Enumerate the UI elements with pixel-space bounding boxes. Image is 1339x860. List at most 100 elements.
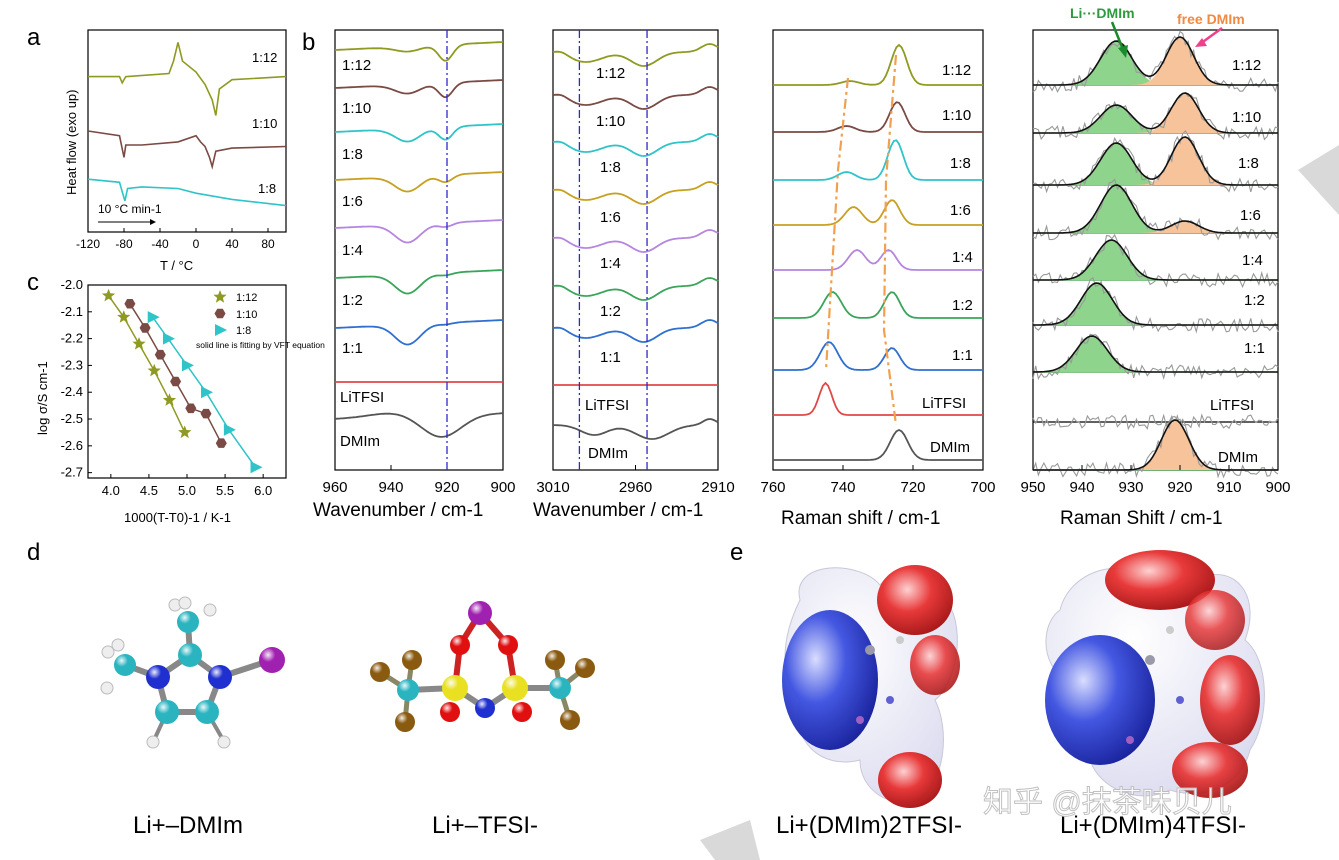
panel-b4-label: LiTFSI <box>1210 397 1254 414</box>
panel-b4-raw-data <box>1032 233 1279 289</box>
panel-b2-label: 1:6 <box>600 209 621 226</box>
panel-b3-curve-1-8 <box>773 139 983 181</box>
panel-c-legend-marker <box>213 290 227 303</box>
panel-b4-bound-area <box>1033 143 1278 185</box>
panel-c-point <box>132 337 146 350</box>
panel-b4-raw-data <box>1032 178 1279 241</box>
panel-b2-curve-1-4 <box>552 229 719 253</box>
panel-c-point <box>223 423 236 436</box>
panel-a-xtick-label: 0 <box>193 237 200 251</box>
panel-b3-xtick-label: 760 <box>760 479 785 496</box>
panel-b4-raw-data <box>1032 413 1279 431</box>
panel-c-point <box>162 393 177 406</box>
panel-b4-fit-envelope <box>1033 239 1278 281</box>
panel-b3-xtick-label: 700 <box>970 479 995 496</box>
panel-a-curve-1-12 <box>88 42 287 116</box>
panel-b1-ir-920: 1:12 1:10 1:8 1:6 1:4 1:2 1:1 LiTFSI DMIm 960 940… <box>313 29 516 521</box>
panel-a-xtick-label: 40 <box>225 237 239 251</box>
panel-b2-curve-1-12 <box>552 43 719 67</box>
panel-b3-label: 1:12 <box>942 62 971 79</box>
panel-b3-raman: 1:12 1:10 1:8 1:6 1:4 1:2 1:1 LiTFSI DMIm 760 740… <box>760 29 996 529</box>
panel-b4-bound-area <box>1033 336 1278 372</box>
panel-b1-curve-1-1 <box>334 319 504 346</box>
panel-a-label-1-12: 1:12 <box>252 50 277 65</box>
panel-letter-b: b <box>302 29 315 56</box>
panel-b2-curve-1-2 <box>552 277 719 301</box>
caption-li-dmim2-tfsi: Li+(DMIm)2TFSI- <box>776 812 962 839</box>
panel-b4-raw-data <box>1032 30 1279 93</box>
panel-b1-label: LiTFSI <box>340 389 384 406</box>
panel-b2-xlabel: Wavenumber / cm-1 <box>533 500 703 521</box>
panel-b4-fit-envelope <box>1033 136 1278 186</box>
panel-b4-xtick-label: 920 <box>1167 479 1192 496</box>
panel-b3-label: 1:4 <box>952 249 973 266</box>
panel-b4-xtick-label: 900 <box>1265 479 1290 496</box>
panel-c-xtick-label: 5.0 <box>178 483 196 498</box>
panel-b1-label: 1:12 <box>342 57 371 74</box>
panel-b2-label: 1:2 <box>600 303 621 320</box>
panel-b1-curve-1-6 <box>334 171 504 193</box>
decorative-arrow-bottom <box>700 820 760 860</box>
panel-letter-c: c <box>27 269 39 296</box>
panel-b2-xtick-label: 2910 <box>701 479 734 496</box>
panel-c-point <box>178 425 192 439</box>
panel-a-xlabel: T / °C <box>160 258 193 273</box>
panel-b1-curve-1-12 <box>334 41 504 62</box>
panel-b2-label: 1:10 <box>596 113 625 130</box>
watermark-text: 知乎 @抹茶味贝儿 <box>983 786 1232 819</box>
panel-b1-label: 1:2 <box>342 292 363 309</box>
panel-b4-label: DMIm <box>1218 449 1258 466</box>
panel-b3-frame <box>772 29 984 471</box>
panel-b4-label: 1:6 <box>1240 207 1261 224</box>
panel-b3-label: 1:10 <box>942 107 971 124</box>
panel-c-point <box>215 438 227 448</box>
panel-a-rate-annotation: 10 °C min-1 <box>98 202 162 216</box>
panel-b2-label: 1:4 <box>600 255 621 272</box>
panel-b4-label: 1:4 <box>1242 252 1263 269</box>
panel-b3-xticks: 760 740 720 700 <box>760 54 996 496</box>
panel-b3-labels: 1:12 1:10 1:8 1:6 1:4 1:2 1:1 LiTFSI DMIm <box>922 62 973 456</box>
panel-c-legend-1-12: 1:12 <box>236 292 257 304</box>
panel-a-xtick-label: -120 <box>76 237 100 251</box>
panel-b4-free-area <box>1033 420 1278 470</box>
panel-b4-xtick-label: 940 <box>1069 479 1094 496</box>
panel-b1-xtick-label: 960 <box>322 479 347 496</box>
panel-b4-fit-envelope <box>1033 36 1278 86</box>
panel-b2-label: 1:12 <box>596 65 625 82</box>
panel-b2-curve-1-8 <box>552 133 719 157</box>
panel-b3-label: 1:2 <box>952 297 973 314</box>
panel-b2-label: 1:1 <box>600 349 621 366</box>
panel-b4-xtick-label: 930 <box>1118 479 1143 496</box>
panel-b4-label: 1:1 <box>1244 340 1265 357</box>
panel-a-xtick-label: -40 <box>151 237 169 251</box>
molecule-li-dmim <box>100 596 285 749</box>
panel-b4-label: 1:10 <box>1232 109 1261 126</box>
panel-b1-frame <box>334 29 504 471</box>
panel-b3-curves <box>773 43 983 461</box>
panel-c-xlabel: 1000(T-T0)-1 / K-1 <box>124 510 231 525</box>
panel-c-point <box>200 408 212 419</box>
panel-b1-curve-1-4 <box>334 219 504 244</box>
panel-a-curve-1-8 <box>87 178 287 207</box>
panel-d-molecules: Li+–DMIm Li+–TFSI- <box>100 596 595 839</box>
panel-b4-label: 1:2 <box>1244 292 1265 309</box>
panel-c-ytick-label: -2.3 <box>61 357 83 372</box>
panel-b3-curve-1-10 <box>773 101 983 133</box>
panel-b1-curve-DMIm <box>334 412 504 438</box>
panel-b2-label: DMIm <box>588 445 628 462</box>
molecule-li-tfsi <box>370 601 595 732</box>
panel-b3-curve-1-1 <box>773 341 983 371</box>
panel-b3-free-guide <box>882 54 898 426</box>
panel-b4-xtick-label: 910 <box>1216 479 1241 496</box>
panel-c-point <box>250 461 263 474</box>
panel-b4-fit-envelope <box>1032 335 1278 373</box>
panel-c-point <box>182 359 194 372</box>
panel-b4-fit-envelope <box>1033 419 1278 471</box>
panel-b1-curve-1-8 <box>334 123 504 143</box>
panel-c-ytick-label: -2.2 <box>61 331 83 346</box>
panel-c-point <box>185 403 197 414</box>
panel-b2-curve-1-1 <box>552 319 719 343</box>
panel-c-point <box>147 363 161 377</box>
panel-b3-xtick-label: 720 <box>900 479 925 496</box>
panel-b2-curve-1-6 <box>552 181 719 205</box>
